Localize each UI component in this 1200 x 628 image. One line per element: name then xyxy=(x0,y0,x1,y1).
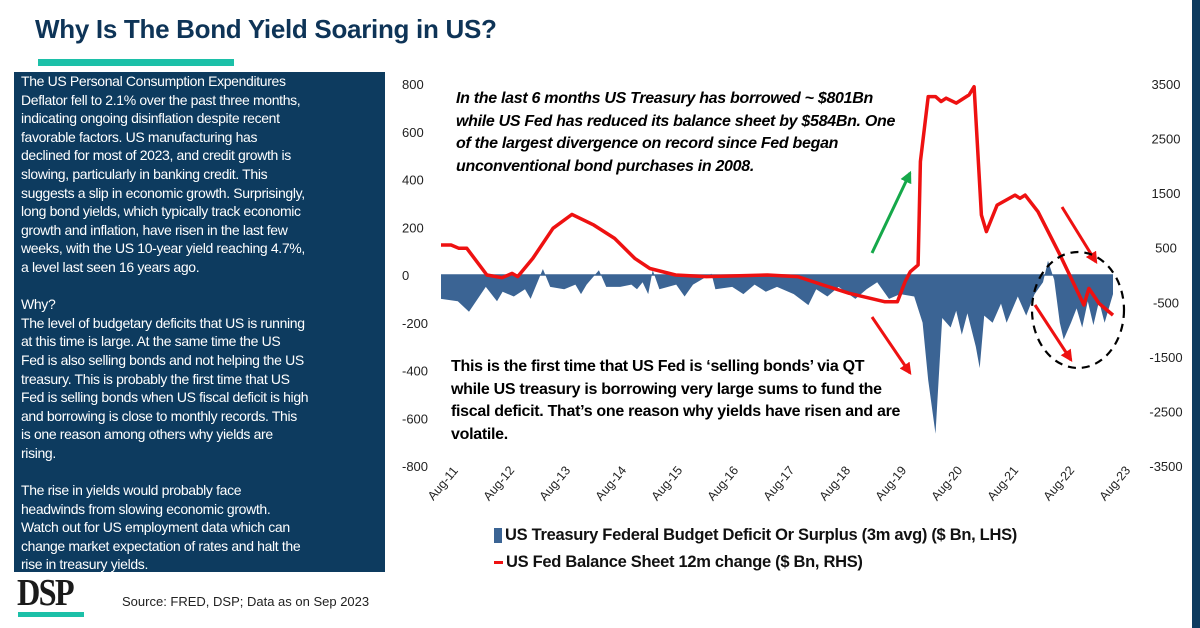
y-right-tick-label: -500 xyxy=(1153,295,1179,310)
annotation-line: volatile. xyxy=(451,425,508,443)
y-left-tick-label: 200 xyxy=(402,220,424,235)
commentary-line: The US Personal Consumption Expenditures xyxy=(21,73,286,89)
commentary-line: rising. xyxy=(21,444,56,461)
page-title: Why Is The Bond Yield Soaring in US? xyxy=(35,14,497,44)
legend-label-deficit: US Treasury Federal Budget Deficit Or Su… xyxy=(505,526,1017,544)
annotation-line: while US treasury is borrowing very larg… xyxy=(451,380,882,398)
x-tick-label: Aug-16 xyxy=(705,463,742,503)
commentary-line: Deflator fell to 2.1% over the past thre… xyxy=(21,91,301,108)
x-tick-label: Aug-23 xyxy=(1097,463,1134,503)
commentary-line: change market expectation of rates and h… xyxy=(21,537,301,554)
legend-item-deficit: US Treasury Federal Budget Deficit Or Su… xyxy=(494,526,1017,545)
legend-swatch-area xyxy=(494,528,502,544)
x-tick-label: Aug-19 xyxy=(873,463,910,503)
source-note: Source: FRED, DSP; Data as on Sep 2023 xyxy=(122,594,370,609)
commentary-line: Why? xyxy=(21,296,56,313)
dsp-logo: DSP xyxy=(17,572,75,614)
y-left-tick-label: -400 xyxy=(402,364,428,379)
x-tick-label: Aug-18 xyxy=(817,463,854,503)
y-left-tick-label: 800 xyxy=(402,77,424,92)
balance-sheet-line-series xyxy=(441,84,1115,317)
y-right-tick-label: -3500 xyxy=(1149,459,1182,474)
y-left-tick-label: -800 xyxy=(402,459,428,474)
commentary-line: favorable factors. US manufacturing has xyxy=(21,128,258,145)
commentary-line: slowing, particularly in banking credit.… xyxy=(21,165,268,182)
x-tick-label: Aug-17 xyxy=(761,463,798,503)
y-right-tick-label: -1500 xyxy=(1149,350,1182,365)
commentary-line: declined for most of 2023, and credit gr… xyxy=(21,147,291,164)
annotation-line: of the largest divergence on record sinc… xyxy=(456,135,839,152)
right-edge-band xyxy=(1192,0,1200,628)
commentary-line: Fed is selling bonds when US fiscal defi… xyxy=(21,389,309,406)
commentary-line: headwinds from slowing economic growth. xyxy=(21,500,271,517)
commentary-line: and borrowing is close to monthly record… xyxy=(21,407,297,424)
commentary-line: rise in treasury yields. xyxy=(21,556,148,573)
red-down-arrow-icon xyxy=(1060,206,1098,265)
x-tick-label: Aug-12 xyxy=(481,463,518,503)
annotation-line: This is the first time that US Fed is ‘s… xyxy=(451,358,865,375)
legend-label-balance-sheet: US Fed Balance Sheet 12m change ($ Bn, R… xyxy=(506,553,863,571)
logo-underline xyxy=(18,612,84,617)
annotation-line: fiscal deficit. That’s one reason why yi… xyxy=(451,403,901,420)
y-left-tick-label: -200 xyxy=(402,316,428,331)
commentary-line: Fed is also selling bonds and not helpin… xyxy=(21,351,304,368)
x-tick-label: Aug-22 xyxy=(1041,463,1078,503)
commentary-line: suggests a slip in economic growth. Surp… xyxy=(21,184,305,201)
commentary-line: indicating ongoing disinflation despite … xyxy=(21,110,280,127)
x-tick-label: Aug-13 xyxy=(537,463,574,503)
commentary-line: growth and inflation, have risen in the … xyxy=(21,221,288,238)
annotation-line: In the last 6 months US Treasury has bor… xyxy=(456,90,873,107)
annotation-top: In the last 6 months US Treasury has bor… xyxy=(456,88,895,178)
annotation-line: while US Fed has reduced its balance she… xyxy=(456,112,896,130)
y-right-tick-label: 2500 xyxy=(1152,132,1181,147)
dashed-highlight-ellipse xyxy=(1030,250,1126,370)
title-underline xyxy=(38,59,234,66)
commentary-line: treasury. This is probably the first tim… xyxy=(21,370,290,387)
y-right-tick-label: -2500 xyxy=(1149,404,1182,419)
y-right-tick-label: 500 xyxy=(1155,241,1177,256)
green-up-arrow-icon xyxy=(870,170,912,254)
x-tick-label: Aug-14 xyxy=(593,463,630,503)
deficit-area-series xyxy=(441,260,1113,434)
x-tick-label: Aug-11 xyxy=(425,464,461,503)
red-down-arrow-icon xyxy=(1033,304,1073,363)
annotation-line: unconventional bond purchases in 2008. xyxy=(456,157,754,175)
x-tick-label: Aug-21 xyxy=(985,463,1022,503)
x-tick-label: Aug-15 xyxy=(649,463,686,503)
x-tick-label: Aug-20 xyxy=(929,463,966,503)
commentary-line: The level of budgetary deficits that US … xyxy=(21,314,305,331)
red-down-arrow-icon xyxy=(870,316,912,375)
commentary-line: The rise in yields would probably face xyxy=(21,482,242,499)
y-left-tick-label: 400 xyxy=(402,173,424,188)
y-left-tick-label: -600 xyxy=(402,411,428,426)
y-right-tick-label: 3500 xyxy=(1152,77,1181,92)
legend-swatch-line xyxy=(494,561,503,565)
y-left-tick-label: 600 xyxy=(402,125,424,140)
commentary-line: is one reason among others why yields ar… xyxy=(21,426,273,443)
y-left-tick-label: 0 xyxy=(402,268,409,283)
y-right-tick-label: 1500 xyxy=(1152,186,1181,201)
commentary-line: a level last seen 16 years ago. xyxy=(21,258,200,275)
commentary-line: weeks, with the US 10-year yield reachin… xyxy=(21,240,305,257)
commentary-line: long bond yields, which typically track … xyxy=(21,203,301,220)
commentary-line: Watch out for US employment data which c… xyxy=(21,519,290,536)
annotation-bottom: This is the first time that US Fed is ‘s… xyxy=(451,356,900,446)
legend-item-balance-sheet: US Fed Balance Sheet 12m change ($ Bn, R… xyxy=(494,553,863,572)
commentary-line: at this time is large. At the same time … xyxy=(21,333,281,350)
commentary-panel: The US Personal Consumption Expenditures… xyxy=(14,72,385,572)
